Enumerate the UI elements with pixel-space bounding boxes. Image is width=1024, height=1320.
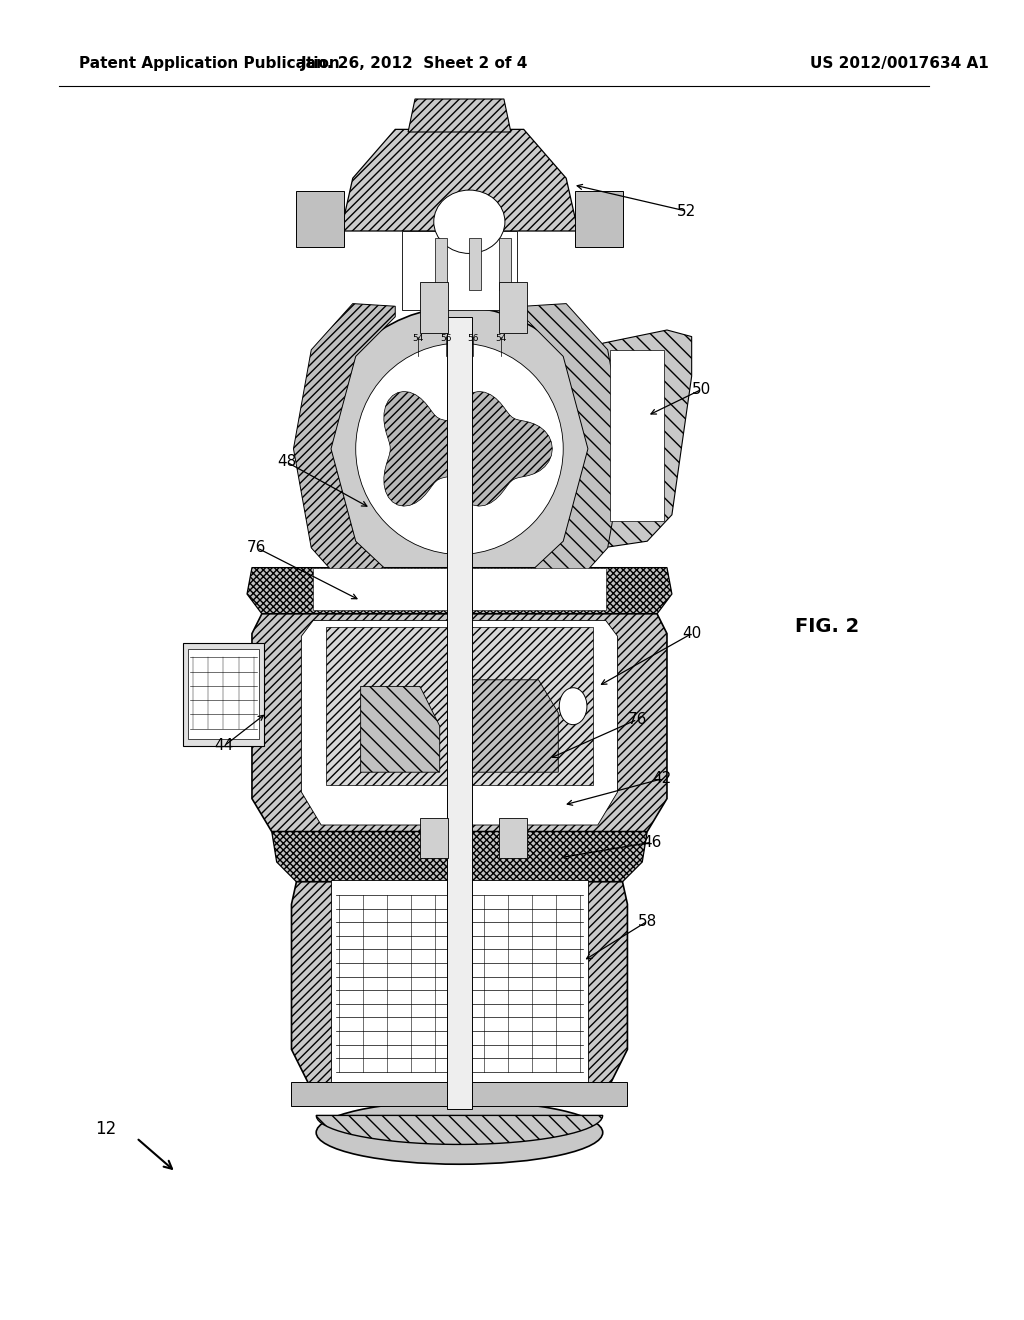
Polygon shape — [523, 304, 626, 594]
Bar — [435, 238, 446, 290]
Text: 56: 56 — [468, 334, 479, 343]
Bar — [469, 238, 481, 290]
Text: 54: 54 — [413, 334, 424, 343]
Bar — [183, 643, 264, 746]
Text: 44: 44 — [215, 738, 233, 754]
Text: 40: 40 — [682, 626, 701, 642]
Bar — [292, 1082, 628, 1106]
Polygon shape — [301, 620, 617, 825]
Polygon shape — [603, 330, 691, 548]
Ellipse shape — [355, 343, 563, 554]
Polygon shape — [316, 1115, 603, 1144]
Polygon shape — [384, 392, 477, 506]
Text: 50: 50 — [692, 381, 712, 397]
Bar — [420, 282, 447, 333]
Text: 42: 42 — [652, 771, 672, 787]
Bar — [296, 191, 344, 247]
Bar — [499, 238, 511, 290]
Bar — [183, 92, 736, 1175]
Bar — [420, 818, 447, 858]
Polygon shape — [252, 614, 667, 832]
Text: 76: 76 — [628, 711, 647, 727]
Polygon shape — [292, 882, 628, 1093]
Polygon shape — [247, 568, 672, 614]
Bar — [402, 231, 517, 310]
Bar — [499, 818, 526, 858]
Ellipse shape — [316, 1101, 603, 1164]
Polygon shape — [465, 680, 558, 772]
Text: 46: 46 — [642, 834, 662, 850]
Text: US 2012/0017634 A1: US 2012/0017634 A1 — [810, 55, 989, 71]
Ellipse shape — [434, 190, 505, 253]
Bar — [313, 568, 606, 610]
Polygon shape — [341, 129, 578, 231]
Text: 58: 58 — [638, 913, 656, 929]
Text: 54: 54 — [496, 334, 507, 343]
Text: 12: 12 — [95, 1119, 117, 1138]
Polygon shape — [459, 392, 552, 506]
Bar — [187, 649, 259, 739]
Text: 52: 52 — [677, 203, 696, 219]
Bar — [331, 880, 588, 1085]
Ellipse shape — [559, 688, 587, 725]
Ellipse shape — [316, 306, 603, 590]
Polygon shape — [326, 627, 593, 785]
Bar — [609, 350, 664, 521]
Polygon shape — [409, 99, 511, 132]
Text: Jan. 26, 2012  Sheet 2 of 4: Jan. 26, 2012 Sheet 2 of 4 — [301, 55, 528, 71]
Text: 56: 56 — [440, 334, 452, 343]
Bar — [575, 191, 623, 247]
Text: FIG. 2: FIG. 2 — [796, 618, 860, 636]
Text: Patent Application Publication: Patent Application Publication — [79, 55, 340, 71]
Bar — [446, 317, 472, 1109]
Polygon shape — [294, 304, 395, 594]
Text: 76: 76 — [247, 540, 266, 556]
Text: 48: 48 — [276, 454, 296, 470]
Bar — [499, 282, 526, 333]
Polygon shape — [271, 832, 647, 882]
Polygon shape — [360, 686, 439, 772]
